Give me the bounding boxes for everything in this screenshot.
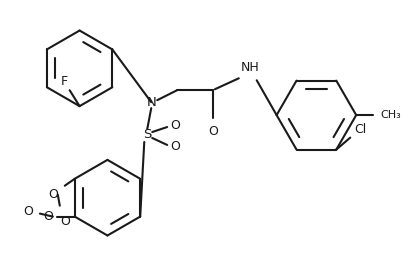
- Text: N: N: [146, 96, 156, 109]
- Text: S: S: [143, 129, 151, 141]
- Text: CH₃: CH₃: [380, 110, 401, 120]
- Text: O: O: [60, 215, 70, 228]
- Text: O: O: [43, 210, 53, 223]
- Text: O: O: [208, 125, 218, 138]
- Text: O: O: [23, 205, 33, 218]
- Text: O: O: [170, 119, 180, 131]
- Text: Cl: Cl: [354, 123, 367, 136]
- Text: NH: NH: [241, 61, 260, 74]
- Text: O: O: [48, 188, 58, 201]
- Text: F: F: [61, 75, 68, 88]
- Text: O: O: [170, 140, 180, 153]
